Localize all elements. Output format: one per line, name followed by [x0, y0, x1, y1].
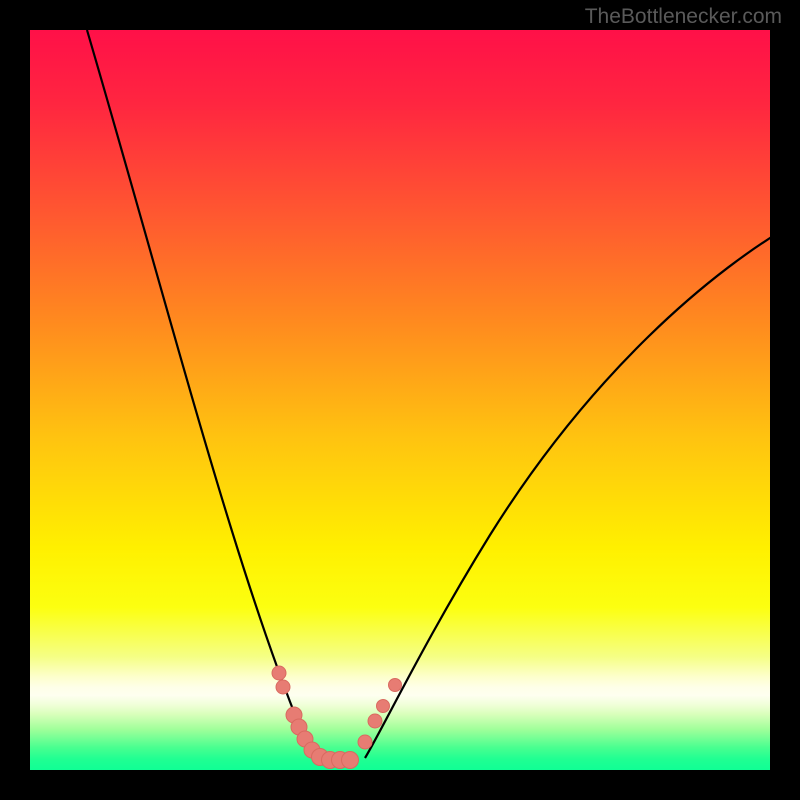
- data-marker: [276, 680, 290, 694]
- chart-container: TheBottlenecker.com: [0, 0, 800, 800]
- data-marker: [389, 679, 402, 692]
- data-marker: [377, 700, 390, 713]
- data-marker: [368, 714, 382, 728]
- chart-svg: [0, 0, 800, 800]
- data-marker: [342, 752, 359, 769]
- data-marker: [272, 666, 286, 680]
- plot-background: [30, 30, 770, 770]
- data-marker: [358, 735, 372, 749]
